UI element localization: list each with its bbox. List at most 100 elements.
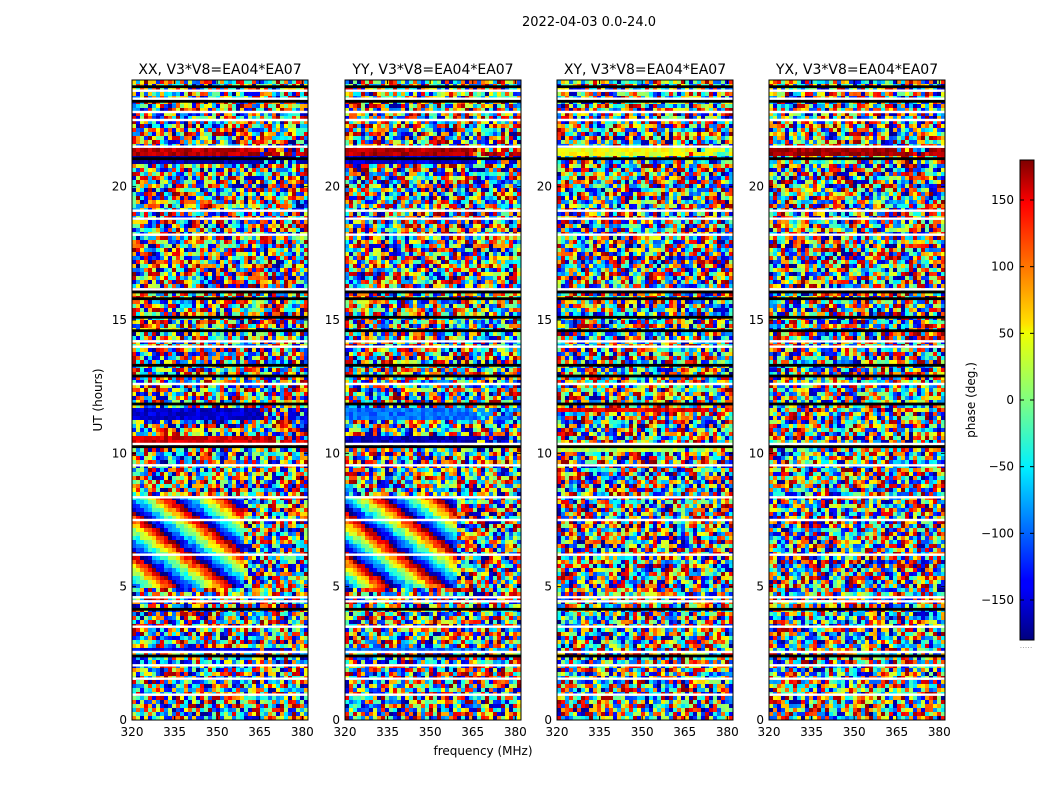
- heatmap-cell: [256, 172, 261, 177]
- heatmap-cell: [280, 516, 285, 521]
- heatmap-cell: [176, 308, 181, 313]
- heatmap-cell: [292, 484, 297, 489]
- heatmap-cell: [256, 308, 261, 313]
- heatmap-cell: [148, 476, 153, 481]
- heatmap-cell: [264, 404, 269, 409]
- heatmap-cell: [212, 332, 217, 337]
- heatmap-cell: [180, 368, 185, 373]
- heatmap-cell: [216, 176, 221, 181]
- heatmap-cell: [164, 112, 169, 117]
- heatmap-cell: [192, 292, 197, 297]
- heatmap-cell: [144, 272, 149, 277]
- heatmap-cell: [244, 188, 249, 193]
- heatmap-cell: [272, 492, 277, 497]
- heatmap-cell: [276, 312, 281, 317]
- heatmap-cell: [280, 188, 285, 193]
- heatmap-cell: [268, 300, 273, 305]
- heatmap-cell: [292, 280, 297, 285]
- heatmap-cell: [268, 148, 273, 153]
- heatmap-cell: [192, 244, 197, 249]
- heatmap-cell: [136, 384, 141, 389]
- heatmap-cell: [168, 164, 173, 169]
- heatmap-cell: [200, 336, 205, 341]
- heatmap-cell: [292, 320, 297, 325]
- heatmap-cell: [140, 528, 145, 533]
- heatmap-cell: [204, 384, 209, 389]
- heatmap-cell: [176, 196, 181, 201]
- heatmap-cell: [264, 516, 269, 521]
- heatmap-cell: [264, 520, 269, 525]
- heatmap-cell: [212, 188, 217, 193]
- heatmap-cell: [256, 376, 261, 381]
- heatmap-cell: [152, 348, 157, 353]
- heatmap-cell: [156, 136, 161, 141]
- heatmap-cell: [160, 180, 165, 185]
- heatmap-cell: [300, 300, 305, 305]
- heatmap-cell: [136, 436, 141, 441]
- heatmap-cell: [212, 236, 217, 241]
- heatmap-cell: [176, 476, 181, 481]
- heatmap-cell: [284, 164, 289, 169]
- heatmap-cell: [144, 92, 149, 97]
- heatmap-cell: [196, 336, 201, 341]
- heatmap-cell: [184, 488, 189, 493]
- heatmap-cell: [184, 168, 189, 173]
- heatmap-cell: [188, 404, 193, 409]
- heatmap-cell: [148, 120, 153, 125]
- heatmap-cell: [140, 372, 145, 377]
- heatmap-cell: [196, 332, 201, 337]
- heatmap-cell: [168, 432, 173, 437]
- heatmap-cell: [240, 224, 245, 229]
- heatmap-cell: [248, 128, 253, 133]
- heatmap-cell: [284, 292, 289, 297]
- heatmap-cell: [200, 304, 205, 309]
- heatmap-cell: [292, 80, 297, 85]
- heatmap-cell: [288, 160, 293, 165]
- heatmap-cell: [232, 228, 237, 233]
- heatmap-cell: [248, 300, 253, 305]
- heatmap-cell: [228, 280, 233, 285]
- heatmap-cell: [260, 160, 265, 165]
- heatmap-cell: [264, 428, 269, 433]
- heatmap-cell: [284, 224, 289, 229]
- heatmap-cell: [248, 212, 253, 217]
- heatmap-cell: [196, 180, 201, 185]
- heatmap-cell: [240, 320, 245, 325]
- heatmap-cell: [248, 372, 253, 377]
- heatmap-cell: [244, 376, 249, 381]
- heatmap-cell: [176, 360, 181, 365]
- heatmap-cell: [184, 368, 189, 373]
- heatmap-cell: [156, 492, 161, 497]
- heatmap-cell: [256, 416, 261, 421]
- heatmap-cell: [260, 256, 265, 261]
- heatmap-cell: [232, 264, 237, 269]
- heatmap-cell: [280, 184, 285, 189]
- heatmap-cell: [268, 508, 273, 513]
- heatmap-cell: [244, 268, 249, 273]
- heatmap-cell: [136, 360, 141, 365]
- heatmap-cell: [132, 188, 137, 193]
- heatmap-cell: [268, 160, 273, 165]
- heatmap-cell: [292, 400, 297, 405]
- heatmap-cell: [244, 416, 249, 421]
- heatmap-cell: [176, 204, 181, 209]
- heatmap-cell: [280, 300, 285, 305]
- heatmap-cell: [232, 484, 237, 489]
- heatmap-cell: [296, 408, 301, 413]
- heatmap-cell: [188, 376, 193, 381]
- heatmap-cell: [136, 196, 141, 201]
- heatmap-cell: [168, 524, 173, 529]
- heatmap-cell: [176, 520, 181, 525]
- heatmap-cell: [240, 404, 245, 409]
- heatmap-cell: [180, 388, 185, 393]
- heatmap-cell: [188, 468, 193, 473]
- heatmap-cell: [208, 212, 213, 217]
- heatmap-cell: [176, 136, 181, 141]
- heatmap-cell: [280, 492, 285, 497]
- heatmap-cell: [284, 312, 289, 317]
- heatmap-cell: [200, 244, 205, 249]
- heatmap-cell: [140, 532, 145, 537]
- heatmap-cell: [244, 408, 249, 413]
- heatmap-cell: [172, 136, 177, 141]
- heatmap-cell: [192, 360, 197, 365]
